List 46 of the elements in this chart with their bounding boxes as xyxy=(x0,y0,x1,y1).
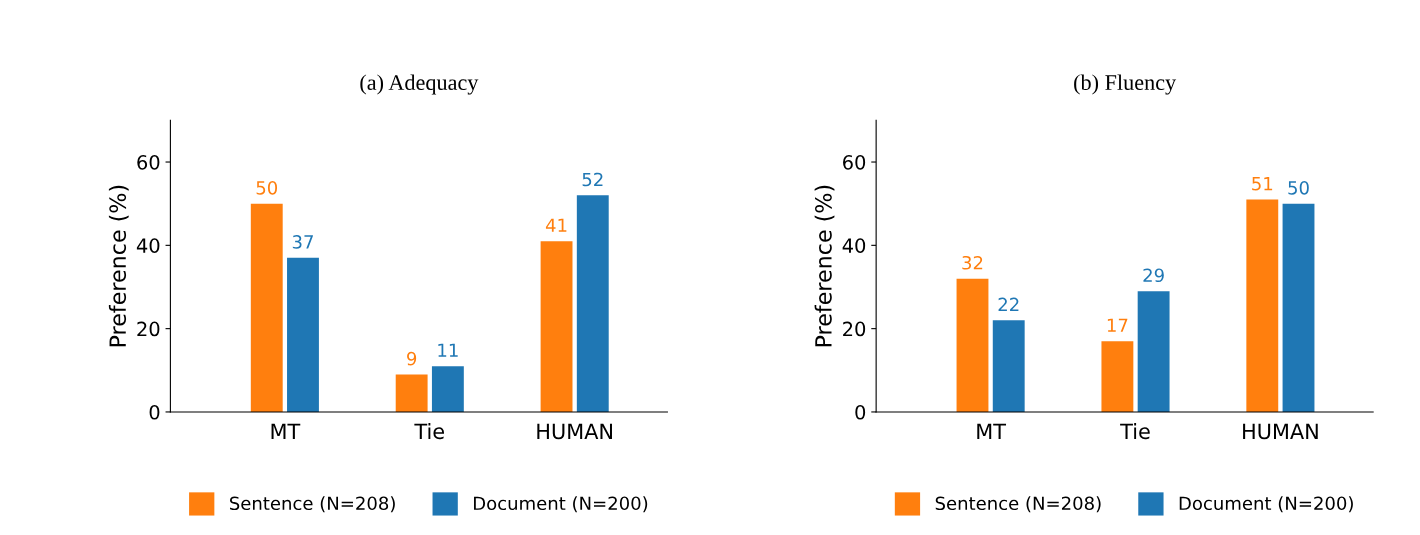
chart-title: (b) Fluency xyxy=(1074,74,1177,95)
data-label: 22 xyxy=(998,297,1019,311)
x-tick-label: Tie xyxy=(414,423,444,440)
y-tick-label: 40 xyxy=(842,238,866,253)
legend-label: Document (N=200) xyxy=(1179,496,1353,513)
bar xyxy=(250,203,283,412)
y-tick-label: 20 xyxy=(843,321,866,337)
bar xyxy=(540,241,573,412)
bar xyxy=(287,257,319,412)
data-label: 9 xyxy=(407,351,417,366)
data-label: 51 xyxy=(1252,177,1273,191)
y-tick-label: 20 xyxy=(137,321,160,337)
data-label: 37 xyxy=(292,235,313,249)
data-label: 52 xyxy=(582,172,603,187)
y-tick-label: 60 xyxy=(843,154,866,170)
bar xyxy=(992,320,1025,412)
data-label: 50 xyxy=(1288,180,1309,195)
legend-label: Sentence (N=208) xyxy=(935,496,1101,513)
bar xyxy=(1101,341,1134,412)
bar xyxy=(431,366,464,412)
bar xyxy=(1137,291,1170,412)
y-tick-label: 0 xyxy=(855,404,866,420)
x-tick-label: MT xyxy=(977,423,1007,439)
bar xyxy=(956,278,989,412)
bar xyxy=(395,374,428,412)
data-label: 17 xyxy=(1107,318,1128,332)
x-tick-label: MT xyxy=(271,423,301,439)
legend-label: Document (N=200) xyxy=(474,496,648,513)
bar xyxy=(1246,199,1279,412)
data-label: 50 xyxy=(256,180,278,195)
x-tick-label: HUMAN xyxy=(1243,423,1318,440)
bar xyxy=(1282,203,1315,412)
y-tick-label: 0 xyxy=(149,404,160,420)
chart-title: (a) Adequacy xyxy=(360,74,479,95)
data-label: 11 xyxy=(438,343,458,357)
y-axis-title: Preference (%) xyxy=(814,185,835,347)
bar xyxy=(576,195,609,412)
y-tick-label: 60 xyxy=(137,154,160,170)
x-tick-label: HUMAN xyxy=(537,423,612,440)
data-label: 29 xyxy=(1143,268,1164,283)
y-tick-label: 40 xyxy=(136,238,160,253)
data-label: 32 xyxy=(962,255,983,270)
x-tick-label: Tie xyxy=(1120,423,1150,440)
y-axis-title: Preference (%) xyxy=(108,185,129,347)
legend-label: Sentence (N=208) xyxy=(230,496,395,513)
data-label: 41 xyxy=(545,218,567,232)
